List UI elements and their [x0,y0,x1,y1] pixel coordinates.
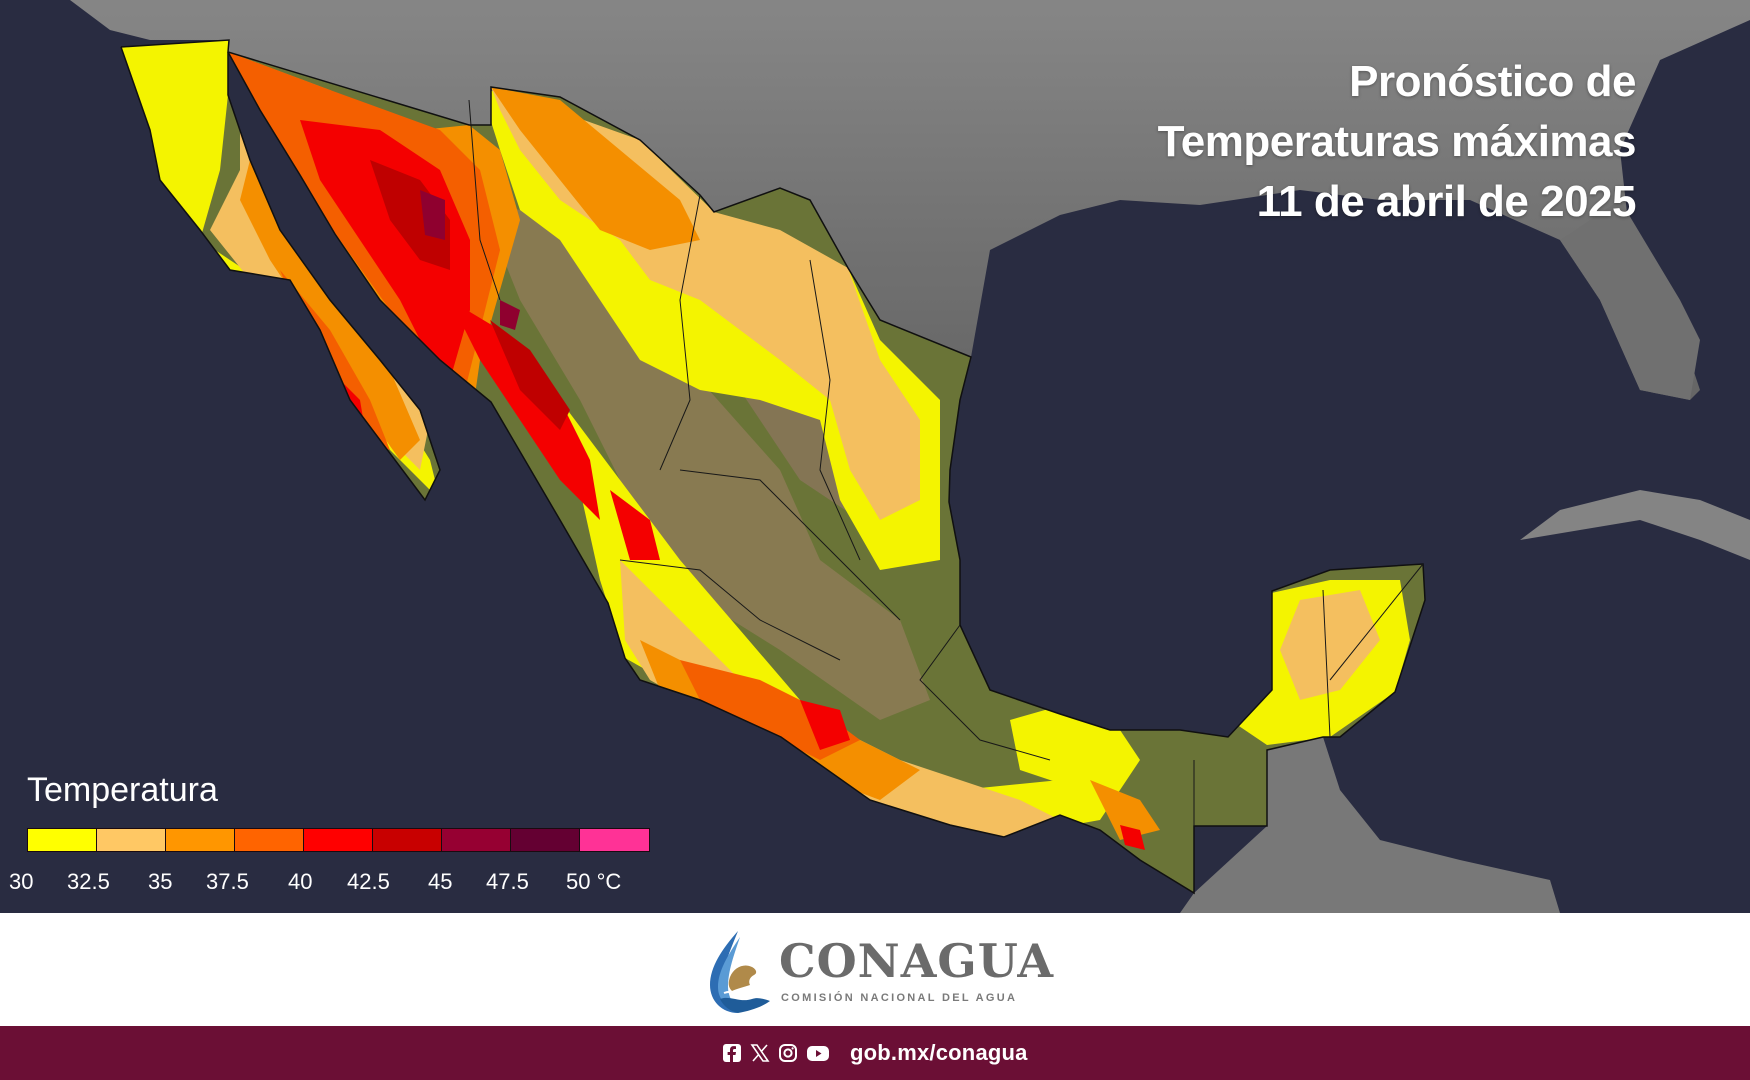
x-icon[interactable] [750,1043,770,1063]
legend-label: 42.5 [347,869,390,894]
legend-label: 37.5 [206,869,249,894]
legend-swatch-30 [28,829,97,851]
forecast-map: Pronóstico de Temperaturas máximas 11 de… [0,0,1750,913]
instagram-icon[interactable] [778,1043,798,1063]
legend-title: Temperatura [27,771,218,809]
logo-band: CONAGUA COMISIÓN NACIONAL DEL AGUA [0,913,1750,1026]
footer-content: gob.mx/conagua [722,1026,1028,1080]
conagua-emblem-icon [710,931,770,1013]
legend-color-bar [27,828,650,852]
legend-swatch-45 [442,829,511,851]
title-line-1: Pronóstico de [1349,57,1636,106]
conagua-logo: CONAGUA COMISIÓN NACIONAL DEL AGUA [700,927,1060,1015]
legend-label: 30 [9,869,34,894]
title-line-3: 11 de abril de 2025 [1256,177,1637,226]
legend-swatch-37-5 [235,829,304,851]
logo-subtitle: COMISIÓN NACIONAL DEL AGUA [781,992,1018,1004]
legend-label: 35 [148,869,173,894]
legend-label: 47.5 [486,869,529,894]
legend-label: 45 [428,869,453,894]
legend-labels: 30 32.5 35 37.5 40 42.5 45 47.5 50 °C [0,868,680,898]
title-line-2: Temperaturas máximas [1157,117,1637,166]
temperature-legend: Temperatura 30 32.5 35 37.5 40 42.5 45 4… [0,770,680,900]
legend-swatch-35 [166,829,235,851]
website-link[interactable]: gob.mx/conagua [850,1040,1028,1065]
footer-bar: gob.mx/conagua [0,1026,1750,1080]
logo-name: CONAGUA [779,934,1055,988]
legend-label: 32.5 [67,869,110,894]
legend-label: 50 °C [566,869,622,894]
facebook-icon[interactable] [722,1043,742,1063]
temperature-map-graphic [0,0,1750,913]
legend-swatch-50 [580,829,649,851]
legend-label: 40 [288,869,313,894]
legend-swatch-40 [304,829,373,851]
map-title: Pronóstico de Temperaturas máximas 11 de… [1157,52,1637,232]
legend-swatch-32-5 [97,829,166,851]
youtube-icon[interactable] [806,1043,830,1063]
legend-swatch-47-5 [511,829,580,851]
legend-swatch-42-5 [373,829,442,851]
